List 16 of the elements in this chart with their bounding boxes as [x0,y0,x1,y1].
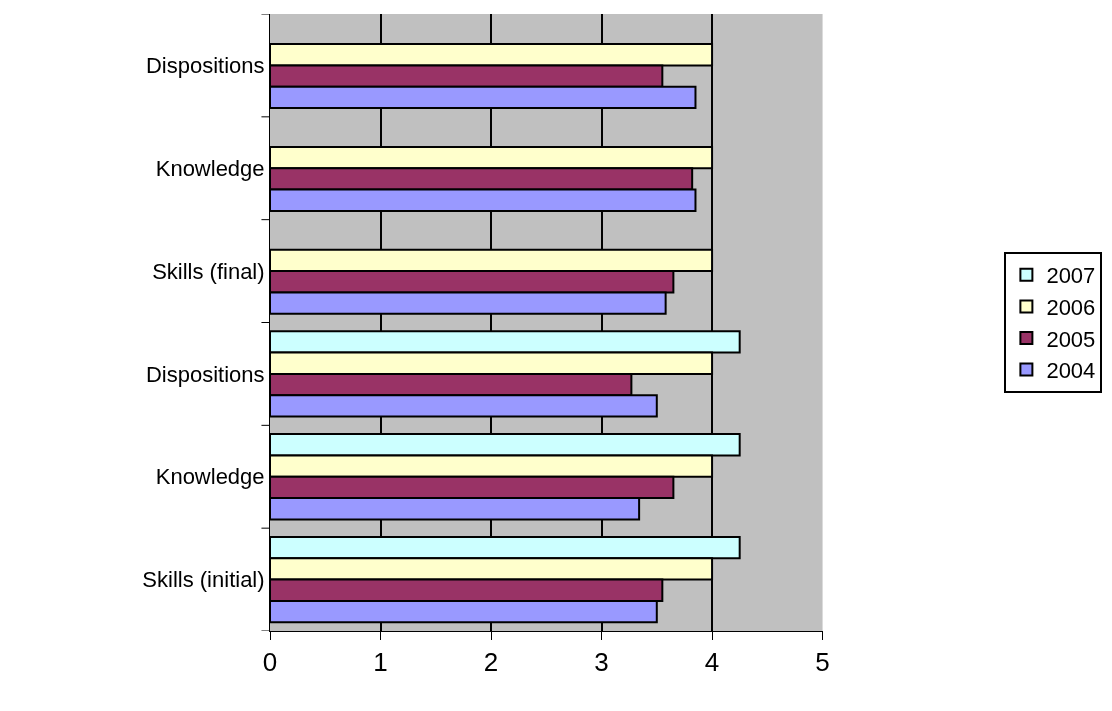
legend-label: 2005 [1046,326,1096,352]
x-tick-label: 4 [704,647,720,678]
legend-label: 2007 [1046,263,1096,289]
x-tick-label: 1 [373,647,388,678]
y-tick-label: Knowledge [155,464,265,490]
x-tick-label: 5 [815,647,830,678]
y-tick-label: Dispositions [145,53,265,79]
y-tick-label: Skills (initial) [142,567,265,593]
legend-label: 2006 [1046,294,1096,320]
x-tick-label: 0 [262,647,278,678]
legend-label: 2004 [1046,358,1096,384]
y-tick-label: Knowledge [155,155,265,181]
y-tick-label: Dispositions [145,361,265,387]
x-tick-label: 3 [594,647,609,678]
y-tick-label: Skills (final) [152,258,265,284]
x-tick-label: 2 [483,647,499,678]
